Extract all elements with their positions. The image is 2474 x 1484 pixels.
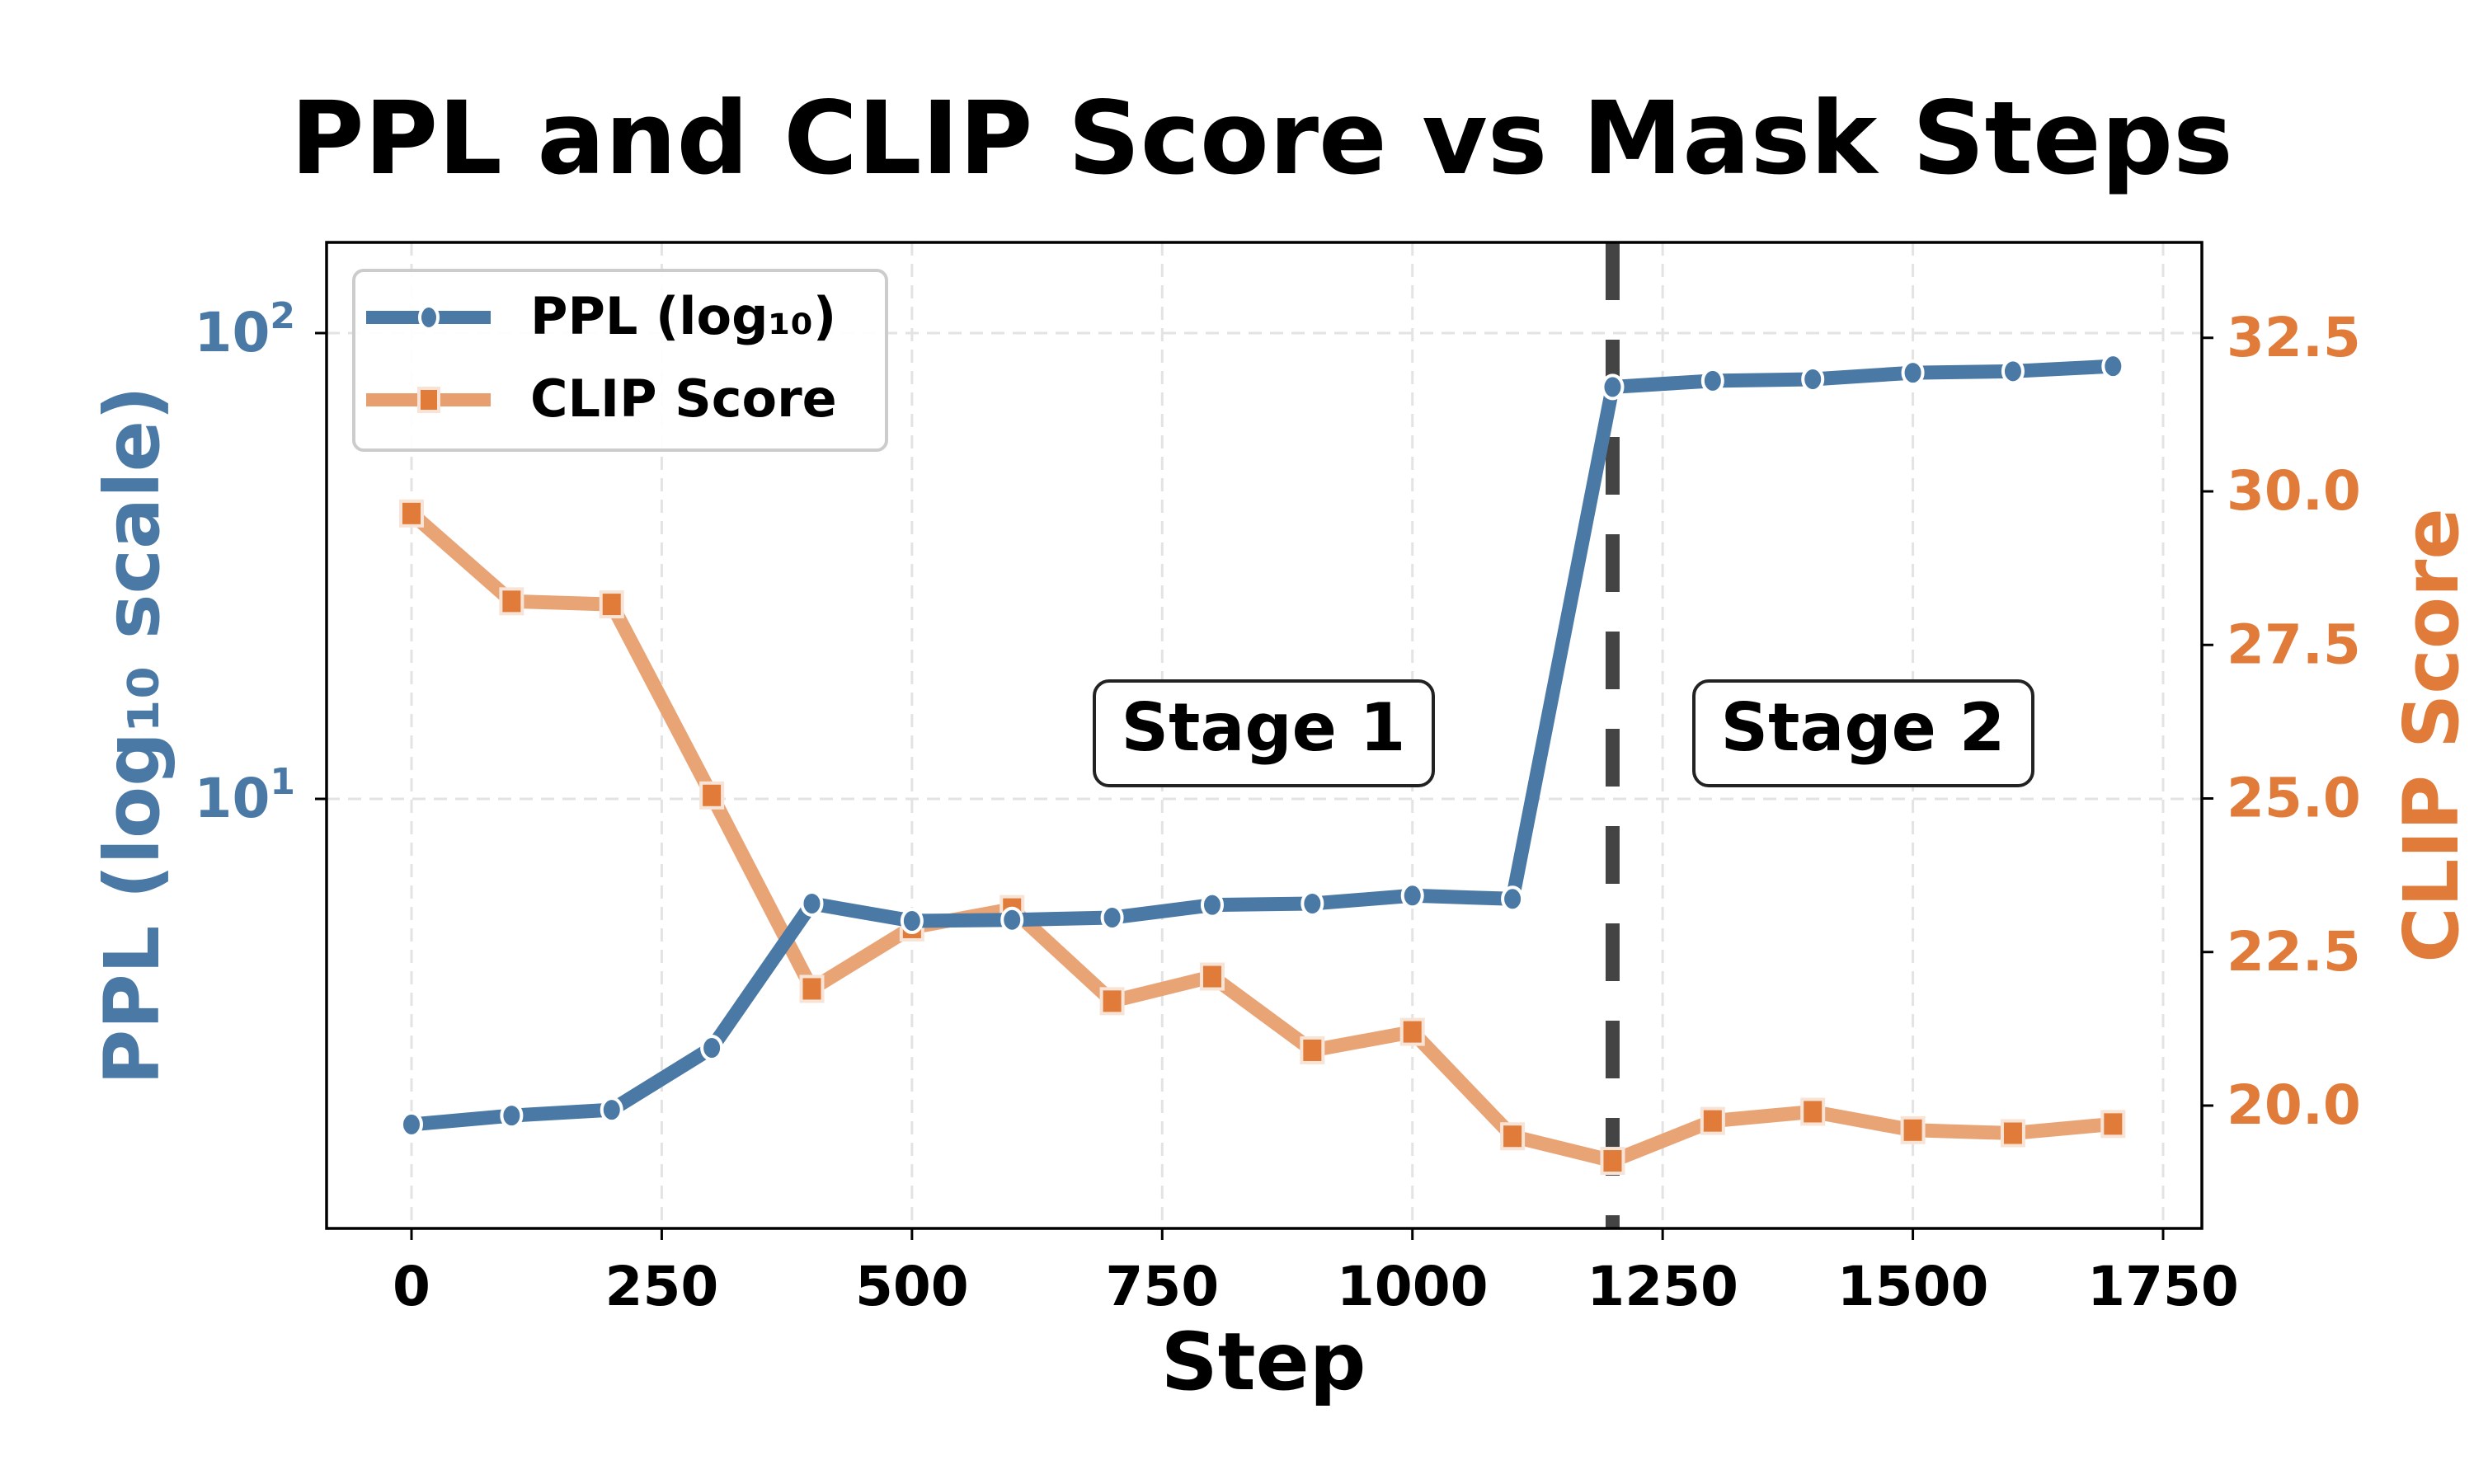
- circle-marker-icon: [418, 304, 440, 331]
- clip-score-line: [407, 508, 2114, 1168]
- stage-1-label: Stage 1: [1122, 689, 1406, 766]
- chart-title: PPL and CLIP Score vs Mask Steps: [290, 80, 2232, 197]
- circle-marker-icon: [1801, 365, 1825, 392]
- right-tick-label: 32.5: [2227, 306, 2361, 369]
- square-marker-icon: [1199, 962, 1225, 991]
- circle-marker-icon: [1901, 359, 1925, 387]
- right-tick-label: 30.0: [2227, 459, 2361, 523]
- square-marker-icon: [1399, 1017, 1425, 1046]
- square-marker-icon: [699, 781, 725, 810]
- circle-marker-icon: [600, 1097, 623, 1124]
- left-axis-label: PPL (log₁₀ scale): [88, 386, 176, 1085]
- square-marker-icon: [1700, 1106, 1725, 1135]
- series-clip-score: [399, 499, 2126, 1176]
- circle-marker-icon: [1300, 890, 1324, 917]
- square-marker-icon: [1300, 1036, 1325, 1064]
- right-tick-label: 20.0: [2227, 1073, 2361, 1137]
- square-marker-icon: [1800, 1097, 1826, 1126]
- left-axis-ticks: 101 102: [195, 295, 327, 830]
- circle-marker-icon: [1200, 891, 1224, 918]
- square-marker-icon: [2100, 1110, 2126, 1139]
- right-tick-label: 27.5: [2227, 613, 2361, 676]
- right-axis-label: CLIP Score: [2387, 508, 2474, 963]
- square-marker-icon: [1900, 1115, 1926, 1144]
- square-marker-icon: [2000, 1119, 2025, 1148]
- x-tick-label: 0: [393, 1255, 430, 1318]
- square-marker-icon: [599, 590, 624, 619]
- x-tick-label: 1750: [2087, 1255, 2239, 1318]
- circle-marker-icon: [1400, 882, 1424, 909]
- right-tick-label: 25.0: [2227, 767, 2361, 830]
- square-marker-icon: [399, 499, 424, 528]
- stage-1-annotation: Stage 1: [1093, 679, 1435, 787]
- square-marker-icon: [499, 587, 524, 616]
- x-tick-label: 250: [605, 1255, 719, 1318]
- right-tick-label: 22.5: [2227, 920, 2361, 984]
- series-ppl: [400, 353, 2125, 1138]
- left-tick-label: 102: [195, 295, 295, 364]
- plot-frame: [325, 241, 2204, 1230]
- square-marker-icon: [417, 387, 440, 413]
- stage-2-label: Stage 2: [1721, 689, 2006, 766]
- legend: PPL (log₁₀) CLIP Score: [352, 269, 888, 452]
- circle-marker-icon: [1000, 906, 1024, 933]
- circle-marker-icon: [500, 1102, 524, 1129]
- x-tick-label: 500: [855, 1255, 969, 1318]
- legend-item-clip: CLIP Score: [366, 369, 837, 429]
- square-marker-icon: [1500, 1122, 1526, 1151]
- x-tick-label: 1500: [1837, 1255, 1989, 1318]
- circle-marker-icon: [2101, 353, 2125, 380]
- stage-2-annotation: Stage 2: [1692, 679, 2034, 787]
- circle-marker-icon: [1100, 904, 1124, 932]
- x-axis-label: Step: [1161, 1316, 1366, 1408]
- legend-item-ppl: PPL (log₁₀): [366, 286, 836, 346]
- x-tick-label: 1250: [1587, 1255, 1738, 1318]
- legend-label-clip: CLIP Score: [530, 369, 837, 429]
- legend-label-ppl: PPL (log₁₀): [530, 286, 836, 346]
- square-marker-icon: [1600, 1147, 1625, 1176]
- x-axis-ticks: 0 250 500 750 1000 1250 1500 1750: [393, 1228, 2239, 1318]
- right-axis-ticks: 20.0 22.5 25.0 27.5 30.0 32.5: [2202, 306, 2361, 1137]
- ppl-line: [411, 359, 2114, 1132]
- circle-marker-icon: [800, 890, 824, 917]
- left-tick-label: 101: [195, 761, 295, 830]
- circle-marker-icon: [1601, 373, 1625, 401]
- square-marker-icon: [1099, 987, 1125, 1016]
- circle-marker-icon: [1700, 367, 1724, 394]
- square-marker-icon: [799, 974, 825, 1003]
- circle-marker-icon: [700, 1035, 724, 1062]
- circle-marker-icon: [2001, 358, 2025, 385]
- x-tick-label: 1000: [1337, 1255, 1489, 1318]
- circle-marker-icon: [1501, 885, 1525, 913]
- circle-marker-icon: [400, 1111, 423, 1138]
- circle-marker-icon: [900, 908, 924, 935]
- x-tick-label: 750: [1105, 1255, 1219, 1318]
